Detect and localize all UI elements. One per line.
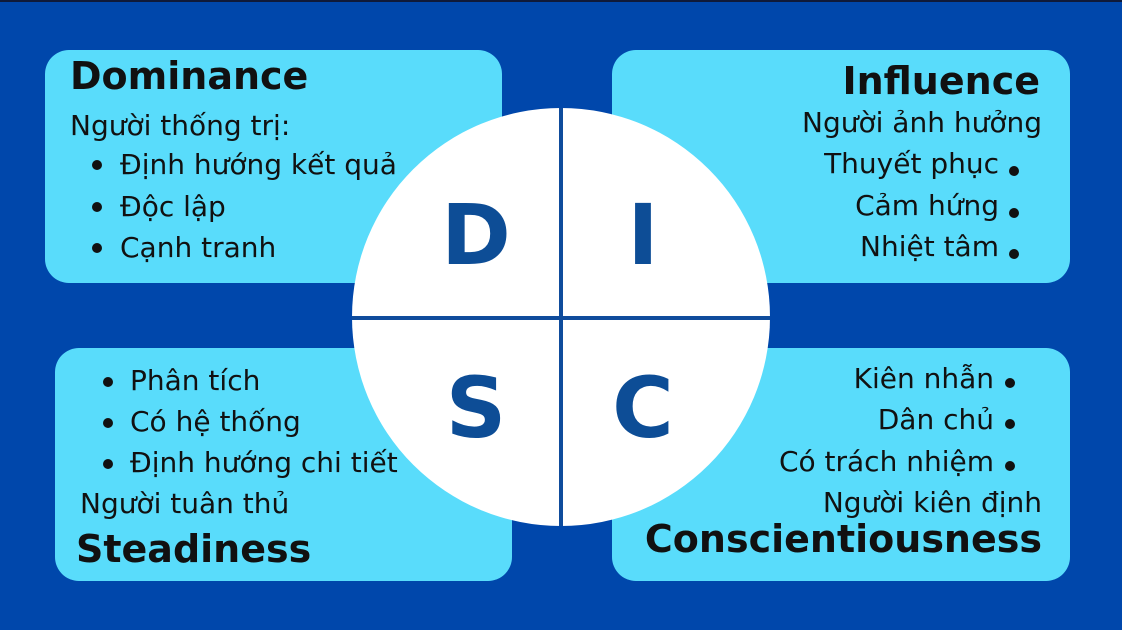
steadiness-item: Có hệ thống: [130, 405, 301, 438]
bullet-icon: [1005, 378, 1015, 388]
influence-subtitle: Người ảnh hưởng: [802, 106, 1042, 139]
conscientiousness-item: Có trách nhiệm: [778, 445, 994, 478]
influence-item: Thuyết phục: [824, 147, 999, 180]
bullet-icon: [1005, 419, 1015, 429]
bullet-icon: [92, 243, 102, 253]
bullet-icon: [1009, 208, 1019, 218]
bullet-icon: [92, 160, 102, 170]
conscientiousness-item: Kiên nhẫn: [853, 362, 994, 395]
letter-c: C: [612, 359, 674, 457]
steadiness-subtitle: Người tuân thủ: [80, 487, 290, 520]
bullet-icon: [1009, 249, 1019, 259]
dominance-title: Dominance: [70, 54, 309, 98]
steadiness-item: Định hướng chi tiết: [130, 446, 398, 479]
dominance-item: Định hướng kết quả: [120, 148, 397, 181]
steadiness-title: Steadiness: [76, 527, 312, 571]
steadiness-item: Phân tích: [130, 364, 261, 397]
circle-horizontal-divider: [352, 316, 770, 320]
influence-item: Cảm hứng: [855, 189, 999, 222]
letter-s: S: [445, 359, 507, 457]
top-border-line: [0, 0, 1122, 2]
dominance-item: Cạnh tranh: [120, 231, 277, 264]
bullet-icon: [1005, 461, 1015, 471]
bullet-icon: [103, 459, 113, 469]
bullet-icon: [103, 377, 113, 387]
influence-item: Nhiệt tâm: [860, 230, 999, 263]
conscientiousness-title: Conscientiousness: [644, 517, 1042, 561]
letter-d: D: [441, 186, 511, 284]
conscientiousness-subtitle: Người kiên định: [822, 486, 1042, 519]
conscientiousness-item: Dân chủ: [877, 403, 994, 436]
bullet-icon: [103, 418, 113, 428]
dominance-item: Độc lập: [120, 190, 226, 223]
bullet-icon: [92, 202, 102, 212]
bullet-icon: [1009, 166, 1019, 176]
influence-title: Influence: [842, 59, 1040, 103]
letter-i: I: [627, 186, 659, 284]
dominance-subtitle: Người thống trị:: [70, 109, 291, 142]
